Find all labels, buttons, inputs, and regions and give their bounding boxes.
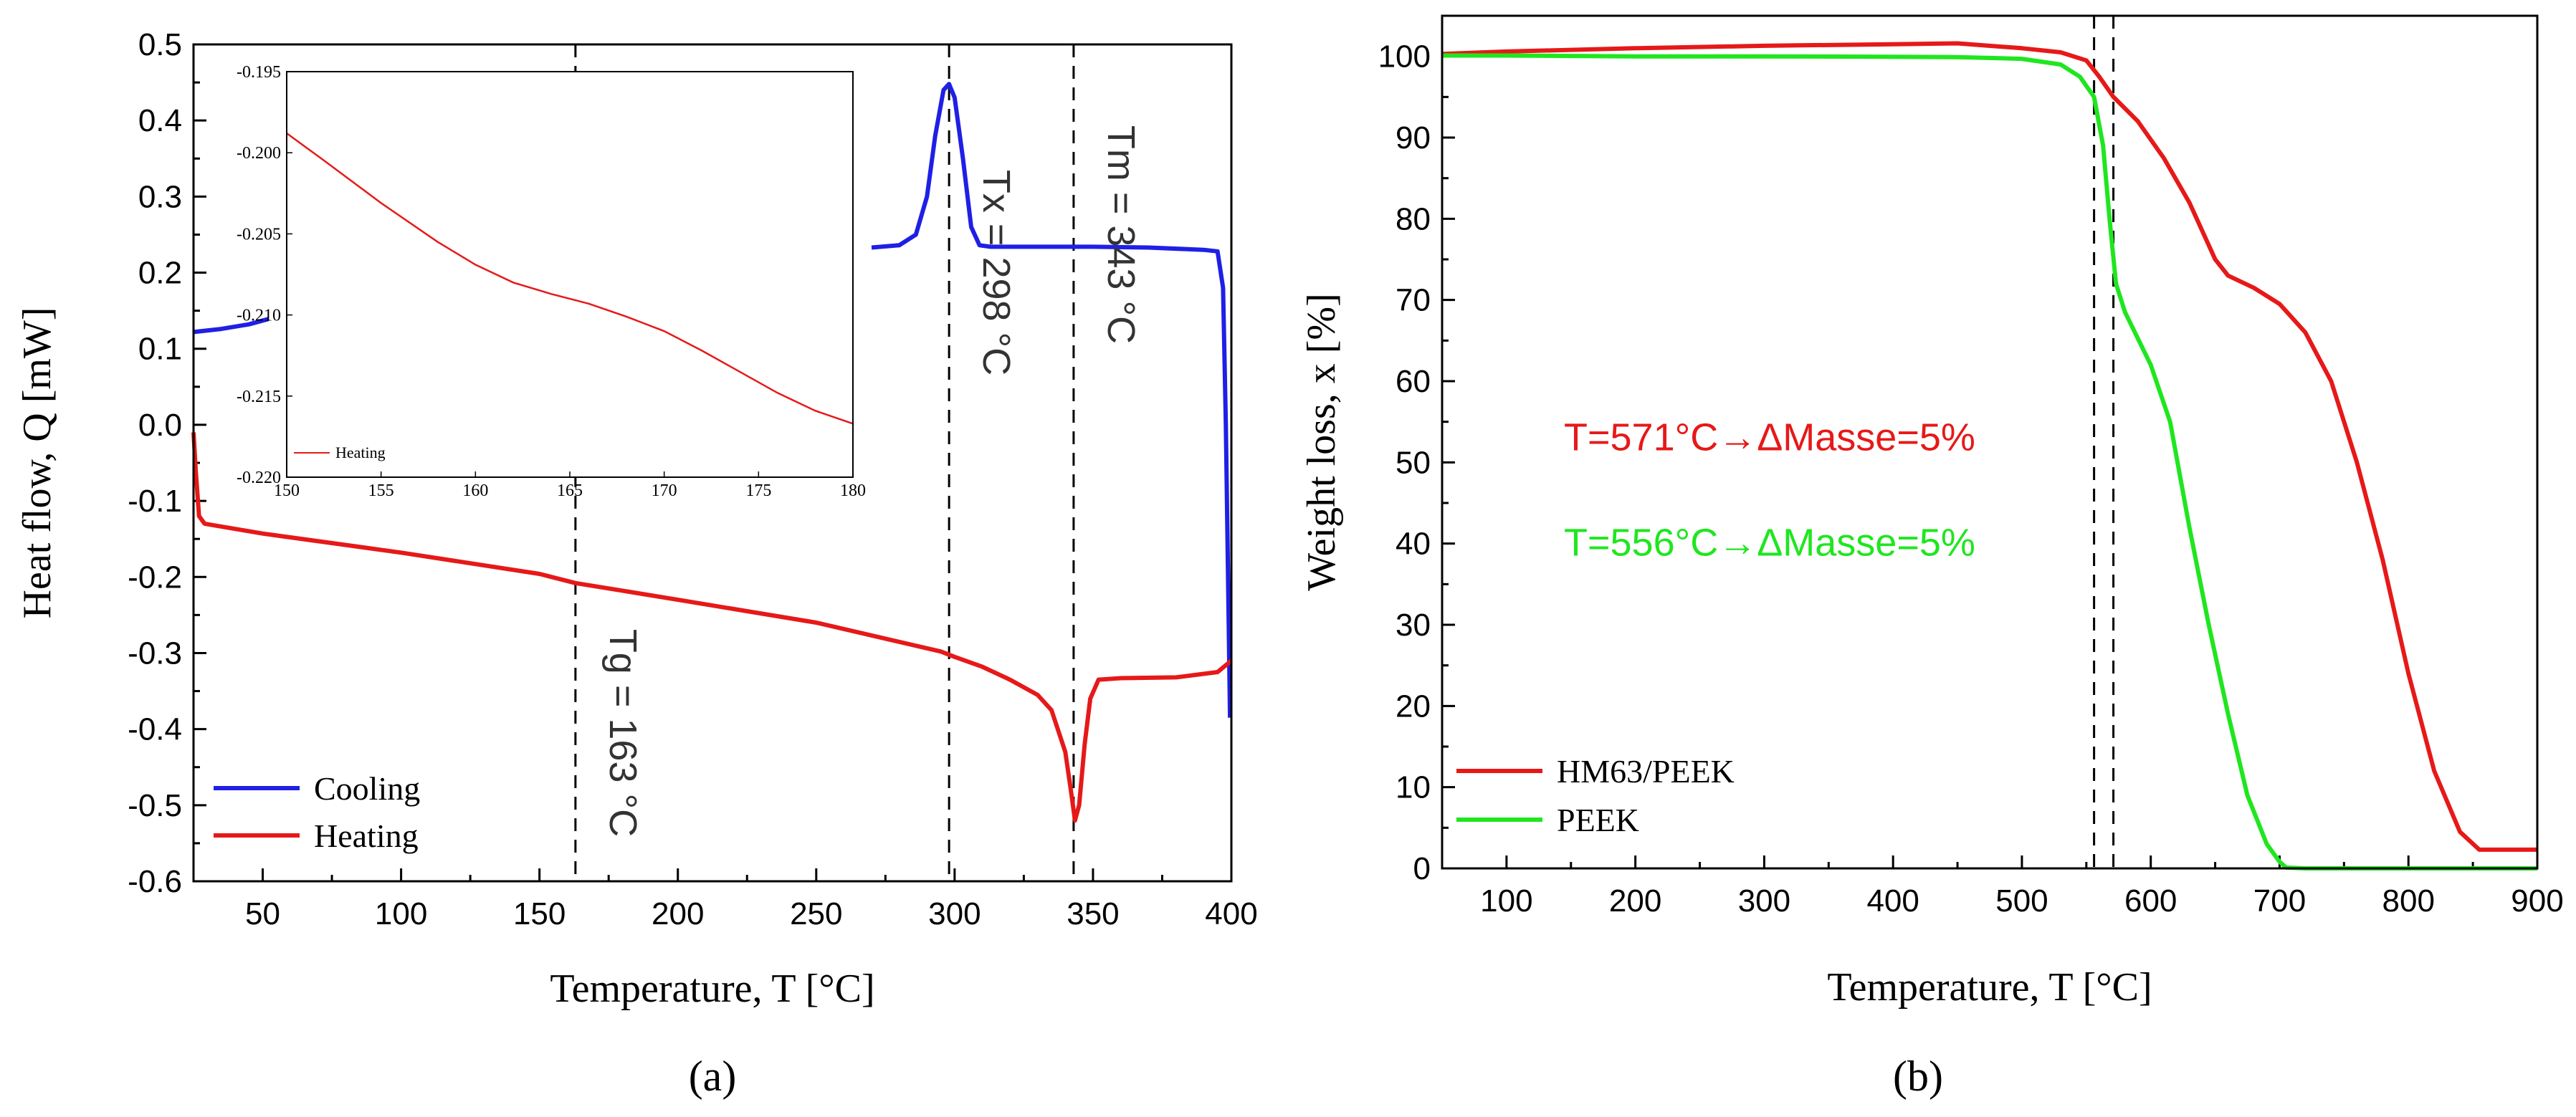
- y-tick-label: -0.3: [128, 636, 182, 671]
- y-tick-label: 90: [1396, 120, 1431, 155]
- y-tick-label: -0.200: [237, 144, 281, 163]
- legend-label-heating: Heating: [314, 818, 419, 854]
- y-tick-label: -0.195: [237, 63, 281, 82]
- x-tick-label: 600: [2124, 883, 2177, 919]
- y-tick-label: 10: [1396, 770, 1431, 805]
- y-tick-label: 70: [1396, 283, 1431, 318]
- x-tick-label: 500: [1995, 883, 2048, 919]
- inset-series: [286, 132, 854, 425]
- x-tick-label: 100: [375, 896, 427, 931]
- chart-b-series: [1441, 41, 2537, 871]
- y-tick-label: -0.5: [128, 788, 182, 823]
- x-tick-label: 700: [2253, 883, 2306, 919]
- marker-label-tg: Tg = 163 °C: [601, 629, 644, 837]
- y-tick-label: 50: [1396, 445, 1431, 480]
- x-tick-label: 150: [513, 896, 566, 931]
- annotation-peek: T=556°C→ΔMasse=5%: [1564, 522, 1975, 565]
- series-line-cooling: [871, 82, 1233, 718]
- x-tick-label: 400: [1205, 896, 1257, 931]
- chart-a-series: [191, 82, 1233, 823]
- inset-ticks: 150 155 160 165 170 175 180 -0.220 -0.215 -0.210 -…: [237, 63, 866, 500]
- y-tick-label: -0.4: [128, 712, 182, 747]
- y-tick-label: 100: [1378, 39, 1431, 75]
- chart-a-x-axis-title: Temperature, T [°C]: [550, 967, 874, 1011]
- x-tick-label: 155: [368, 481, 394, 500]
- y-tick-label: 30: [1396, 608, 1431, 643]
- x-tick-label: 150: [274, 481, 300, 500]
- series-line-cooling: [193, 317, 269, 335]
- y-tick-label: -0.220: [237, 469, 281, 487]
- chart-a-frame: [192, 43, 1233, 883]
- x-tick-label: 170: [652, 481, 677, 500]
- chart-b: 100 200 300 400 500 600 700 800 900 0 10 20 30 40 50 60…: [1299, 14, 2564, 1100]
- y-tick-label: -0.2: [128, 560, 182, 595]
- y-tick-label: -0.205: [237, 225, 281, 244]
- x-tick-label: 165: [557, 481, 583, 500]
- x-tick-label: 50: [245, 896, 280, 931]
- y-tick-label: -0.1: [128, 484, 182, 519]
- x-tick-label: 900: [2511, 883, 2563, 919]
- chart-b-y-axis-title: Weight loss, x [%]: [1299, 293, 1344, 590]
- y-tick-label: 0.5: [138, 27, 182, 62]
- chart-a-ticks: 50 100 150 200 250 300 350 400 -0.6 -0.5 -0.4 -0.3 -…: [128, 27, 1258, 931]
- inset-frame: [286, 71, 854, 478]
- legend-label-hm63-peek: HM63/PEEK: [1557, 753, 1735, 790]
- legend-label-cooling: Cooling: [314, 770, 420, 807]
- y-tick-label: 0.0: [138, 408, 182, 443]
- chart-b-ticks: 100 200 300 400 500 600 700 800 900 0 10 20 30 40 50 60…: [1378, 39, 2564, 919]
- annotation-hm63: T=571°C→ΔMasse=5%: [1564, 416, 1975, 459]
- chart-b-frame: [1441, 14, 2539, 870]
- inset-legend-label: Heating: [335, 444, 386, 461]
- y-tick-label: 80: [1396, 201, 1431, 236]
- x-tick-label: 350: [1067, 896, 1119, 931]
- y-tick-label: 60: [1396, 364, 1431, 399]
- chart-a-inset: 150 155 160 165 170 175 180 -0.220 -0.215 -0.210 -…: [237, 63, 866, 500]
- y-tick-label: 0.2: [138, 256, 182, 291]
- chart-a-y-axis-title: Heat flow, Q [mW]: [15, 307, 59, 619]
- panel-label-b: (b): [1893, 1053, 1943, 1100]
- y-tick-label: 0.4: [138, 103, 182, 138]
- y-tick-label: 0.1: [138, 332, 182, 367]
- y-tick-label: 40: [1396, 527, 1431, 562]
- panel-label-a: (a): [689, 1053, 737, 1100]
- x-tick-label: 800: [2382, 883, 2435, 919]
- x-tick-label: 200: [1609, 883, 1661, 919]
- y-tick-label: 20: [1396, 689, 1431, 724]
- x-tick-label: 180: [840, 481, 866, 500]
- inset-background: [287, 72, 853, 477]
- legend-label-peek: PEEK: [1557, 802, 1639, 838]
- x-tick-label: 175: [745, 481, 771, 500]
- x-tick-label: 160: [462, 481, 488, 500]
- chart-b-x-axis-title: Temperature, T [°C]: [1827, 965, 2152, 1010]
- inset-series-line: [286, 132, 854, 425]
- marker-label-tm: Tm = 343 °C: [1099, 125, 1142, 344]
- marker-label-tx: Tx = 298 °C: [975, 170, 1018, 375]
- series-line-peek: [1442, 53, 2537, 871]
- series-line-hm63-peek: [1441, 41, 2537, 852]
- chart-b-markers: [2093, 16, 2115, 868]
- x-tick-label: 300: [1738, 883, 1790, 919]
- x-tick-label: 100: [1480, 883, 1532, 919]
- x-tick-label: 200: [652, 896, 704, 931]
- y-tick-label: -0.215: [237, 388, 281, 406]
- y-tick-label: 0.3: [138, 179, 182, 214]
- y-tick-label: -0.6: [128, 864, 182, 899]
- chart-a: 50 100 150 200 250 300 350 400 -0.6 -0.5 -0.4 -0.3 -…: [15, 27, 1258, 1100]
- series-line-heating: [191, 432, 1233, 823]
- y-tick-label: -0.210: [237, 307, 281, 325]
- x-tick-label: 250: [790, 896, 842, 931]
- x-tick-label: 300: [928, 896, 981, 931]
- x-tick-label: 400: [1866, 883, 1919, 919]
- y-tick-label: 0: [1413, 851, 1431, 886]
